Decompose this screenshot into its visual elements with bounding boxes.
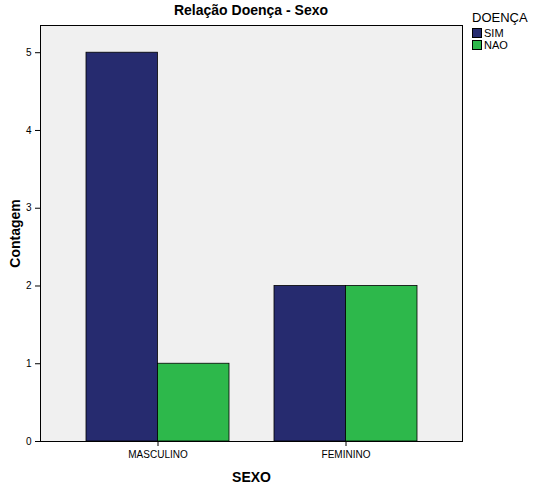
html-text:SIM: SIM [484, 27, 504, 39]
svg-text:SEXO: SEXO [232, 469, 271, 485]
svg-text:0: 0 [26, 436, 32, 447]
svg-text:FEMININO: FEMININO [322, 449, 371, 460]
svg-text:1: 1 [26, 358, 32, 369]
svg-text:Contagem: Contagem [7, 199, 23, 267]
svg-text:3: 3 [26, 202, 32, 213]
svg-text:4: 4 [26, 125, 32, 136]
svg-text:5: 5 [26, 47, 32, 58]
html-text:DOENÇA: DOENÇA [472, 10, 528, 25]
svg-text:2: 2 [26, 280, 32, 291]
html-text:Relação Doença - Sexo: Relação Doença - Sexo [174, 2, 328, 18]
svg-text:MASCULINO: MASCULINO [128, 449, 188, 460]
html-text:NAO: NAO [484, 39, 508, 51]
